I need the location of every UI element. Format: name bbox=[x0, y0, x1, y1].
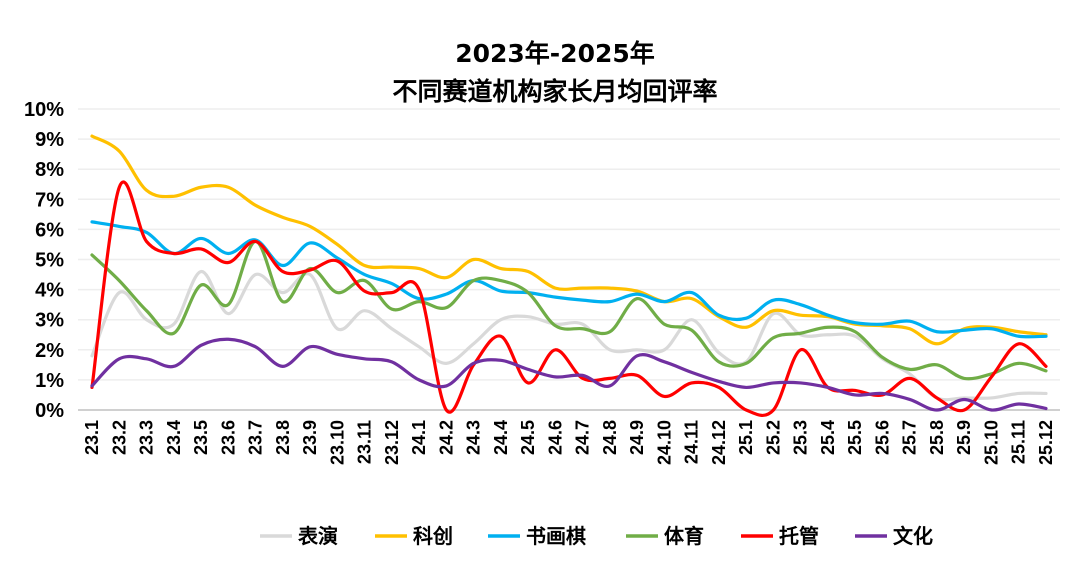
chart-title-line1: 2023年-2025年 bbox=[455, 39, 655, 68]
x-tick-label: 24.7 bbox=[573, 420, 593, 455]
y-tick-label: 9% bbox=[35, 129, 64, 151]
x-tick-label: 23.4 bbox=[164, 420, 184, 455]
x-tick-label: 25.4 bbox=[818, 420, 838, 455]
x-tick-label: 25.1 bbox=[736, 420, 756, 455]
x-tick-label: 24.8 bbox=[600, 420, 620, 455]
x-tick-label: 24.5 bbox=[518, 420, 538, 455]
x-tick-label: 25.6 bbox=[872, 420, 892, 455]
x-tick-label: 24.12 bbox=[709, 420, 729, 465]
x-tick-label: 23.12 bbox=[382, 420, 402, 465]
y-tick-label: 5% bbox=[35, 250, 64, 272]
x-tick-label: 24.1 bbox=[409, 420, 429, 455]
x-tick-label: 25.5 bbox=[845, 420, 865, 455]
y-tick-label: 7% bbox=[35, 189, 64, 211]
y-tick-label: 4% bbox=[35, 280, 64, 302]
x-tick-label: 24.11 bbox=[682, 420, 702, 464]
x-tick-label: 23.8 bbox=[273, 420, 293, 455]
x-tick-label: 23.1 bbox=[82, 420, 102, 455]
y-tick-label: 3% bbox=[35, 310, 64, 332]
legend-label: 文化 bbox=[893, 524, 933, 548]
y-tick-label: 10% bbox=[24, 99, 64, 121]
legend-label: 表演 bbox=[298, 524, 338, 548]
x-tick-label: 23.7 bbox=[246, 420, 266, 455]
x-tick-label: 24.4 bbox=[491, 420, 511, 455]
x-tick-label: 24.10 bbox=[654, 420, 674, 465]
y-tick-label: 6% bbox=[35, 219, 64, 241]
x-tick-label: 23.6 bbox=[218, 420, 238, 455]
y-tick-label: 2% bbox=[35, 340, 64, 362]
x-tick-label: 25.3 bbox=[791, 420, 811, 455]
y-tick-label: 1% bbox=[35, 370, 64, 392]
x-tick-label: 23.10 bbox=[327, 420, 347, 465]
x-tick-label: 25.8 bbox=[927, 420, 947, 455]
x-tick-label: 25.2 bbox=[763, 420, 783, 455]
chart-title-line2: 不同赛道机构家长月均回评率 bbox=[392, 77, 718, 106]
x-tick-label: 23.3 bbox=[137, 420, 157, 455]
x-tick-label: 25.9 bbox=[954, 420, 974, 455]
x-tick-label: 23.5 bbox=[191, 420, 211, 455]
x-tick-label: 24.9 bbox=[627, 420, 647, 455]
legend-label: 科创 bbox=[413, 524, 453, 548]
x-tick-label: 23.2 bbox=[109, 420, 129, 455]
x-tick-label: 25.12 bbox=[1036, 420, 1056, 465]
x-tick-label: 25.11 bbox=[1009, 420, 1029, 464]
x-tick-label: 23.9 bbox=[300, 420, 320, 455]
x-tick-label: 24.6 bbox=[545, 420, 565, 455]
x-tick-label: 24.3 bbox=[464, 420, 484, 455]
x-tick-label: 25.10 bbox=[981, 420, 1001, 465]
series-line-体育 bbox=[90, 239, 1048, 381]
legend-label: 书画棋 bbox=[526, 524, 586, 548]
y-tick-label: 0% bbox=[35, 400, 64, 422]
legend-label: 托管 bbox=[779, 524, 819, 548]
legend-label: 体育 bbox=[664, 524, 704, 548]
y-tick-label: 8% bbox=[35, 159, 64, 181]
series-line-文化 bbox=[90, 337, 1048, 412]
x-tick-label: 24.2 bbox=[436, 420, 456, 455]
series-line-科创 bbox=[90, 134, 1048, 346]
x-tick-label: 25.7 bbox=[900, 420, 920, 455]
x-tick-label: 23.11 bbox=[355, 420, 375, 464]
